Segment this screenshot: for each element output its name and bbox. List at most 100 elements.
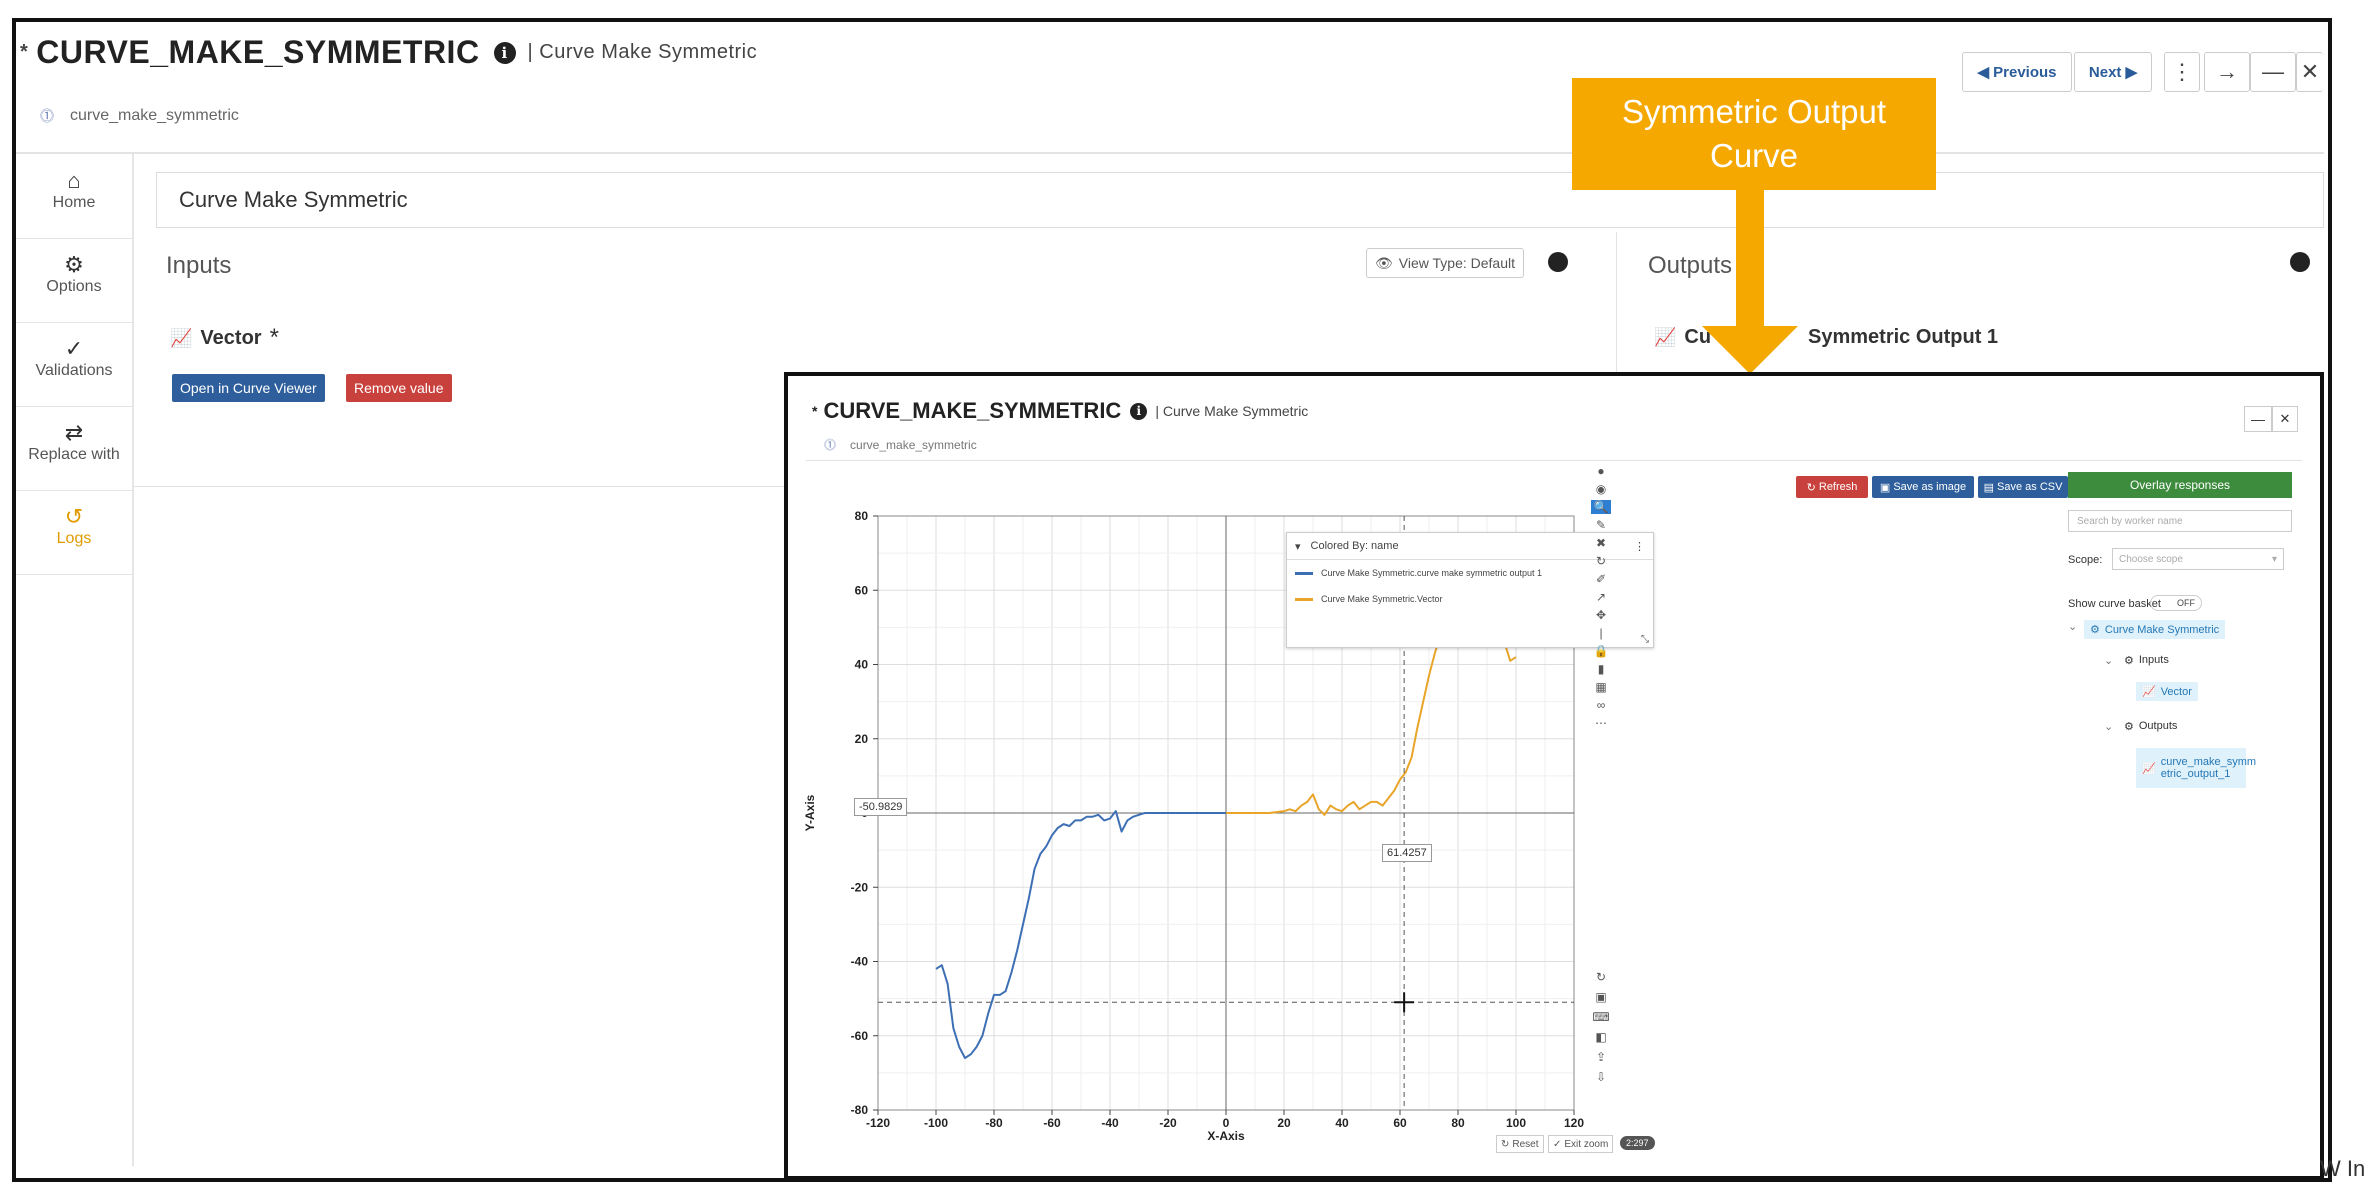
info-icon[interactable]: i	[493, 41, 516, 64]
curve-chart[interactable]: -120 -100 -80 -60 -40 -20 0 20 40 60 80 100 120 -80 -6…	[788, 376, 2088, 1166]
chevron-down-icon[interactable]: ⌄	[2104, 655, 2114, 667]
panel-divider	[1616, 232, 1617, 490]
view-type-label: View Type: Default	[1398, 255, 1515, 271]
rotate-icon[interactable]: ↻	[1595, 970, 1607, 984]
curve-viewer-window: * CURVE_MAKE_SYMMETRIC i | Curve Make Sy…	[784, 372, 2324, 1180]
tree-outputs[interactable]: ⚙ Outputs	[2124, 720, 2177, 733]
move-icon[interactable]: ✥	[1595, 608, 1607, 622]
upload-icon[interactable]: ⇪	[1595, 1050, 1607, 1064]
save-as-csv-button[interactable]: ▤ Save as CSV	[1978, 476, 2068, 498]
pen-icon[interactable]: ✎	[1595, 518, 1607, 532]
chart-legend[interactable]: ▾ Colored By: name ⋮ Curve Make Symmetri…	[1286, 532, 1654, 648]
tree-output-curve[interactable]: 📈 curve_make_symm etric_output_1	[2136, 748, 2256, 788]
chevron-down-icon[interactable]: ⌄	[2104, 721, 2114, 733]
lock-icon[interactable]: 🔒	[1593, 644, 1609, 658]
page-subtitle: | Curve Make Symmetric	[527, 41, 758, 63]
file-icon: ▤	[1983, 481, 1998, 494]
minimize-icon[interactable]: —	[2250, 52, 2296, 92]
tree-outputs-label: Outputs	[2138, 720, 2178, 732]
remove-value-button[interactable]: Remove value	[346, 374, 452, 402]
next-button[interactable]: Next ▶	[2074, 52, 2152, 92]
viewer-close-icon[interactable]: ✕	[2272, 406, 2298, 432]
y-tick-label: -20	[851, 880, 869, 894]
gear-icon: ⚙	[64, 252, 84, 277]
output-play-icon[interactable]	[2290, 252, 2310, 272]
sidebar-item-logs[interactable]: ↺ Logs	[16, 490, 132, 575]
y-tick-label: 60	[855, 583, 869, 597]
reset-button[interactable]: ↻ Reset	[1496, 1135, 1544, 1153]
arrow-icon[interactable]: ↗	[1595, 590, 1607, 604]
rotate-icon[interactable]: ↻	[1595, 554, 1607, 568]
cross-icon[interactable]: ✖	[1595, 536, 1607, 550]
info-icon[interactable]: i	[1130, 402, 1148, 420]
save-csv-label: Save as CSV	[1997, 481, 2063, 493]
tree-vector[interactable]: 📈 Vector	[2136, 682, 2198, 701]
chevron-down-icon: ▾	[2271, 553, 2277, 565]
gear-icon: ⚙	[2124, 655, 2134, 667]
arrow-right-icon[interactable]: →	[2204, 52, 2250, 92]
toggle-state: OFF	[2177, 598, 2195, 608]
save-image-label: Save as image	[1893, 481, 1967, 493]
eye-icon[interactable]: ◉	[1595, 482, 1607, 496]
x-readout: 61.4257	[1382, 844, 1432, 862]
open-in-curve-viewer-button[interactable]: Open in Curve Viewer	[172, 374, 325, 402]
double-check-icon: ✓	[64, 336, 84, 361]
swap-arrows-icon: ⇄	[64, 420, 84, 445]
chart-toolstrip: ● ◉ 🔍 ✎ ✖ ↻ ✐ ↗ ✥ | 🔒 ▮ ▦ ∞ ⋯	[1590, 464, 1612, 730]
worker-search-input[interactable]: Search by worker name	[2068, 510, 2292, 532]
x-tick-label: 40	[1335, 1116, 1349, 1130]
tree-output-line2: etric_output_1	[2160, 768, 2231, 780]
legend-menu-icon[interactable]: ⋮	[1634, 540, 1645, 553]
scope-select[interactable]: Choose scope ▾	[2112, 548, 2284, 570]
y-axis-title: Y-Axis	[803, 794, 817, 831]
curve-basket-toggle[interactable]: OFF	[2150, 595, 2202, 611]
more-icon[interactable]: ⋯	[1595, 716, 1607, 730]
exit-zoom-button[interactable]: ✓ Exit zoom	[1548, 1135, 1614, 1153]
save-icon[interactable]: ▣	[1595, 990, 1607, 1004]
x-tick-label: 60	[1393, 1116, 1407, 1130]
play-icon[interactable]	[1548, 252, 1568, 272]
sidebar: ⌂ Home ⚙ Options ✓ Validations ⇄ Replace…	[16, 154, 134, 1166]
table-icon[interactable]: ▦	[1595, 680, 1607, 694]
download-icon[interactable]: ⇩	[1595, 1070, 1607, 1084]
page-title: * CURVE_MAKE_SYMMETRIC i | Curve Make Sy…	[20, 34, 757, 71]
unsaved-marker: *	[20, 41, 29, 63]
function-name-field[interactable]: Curve Make Symmetric	[156, 172, 2324, 228]
resize-handle-icon[interactable]: ⤡	[1641, 634, 1649, 645]
sidebar-item-options[interactable]: ⚙ Options	[16, 238, 132, 323]
chevron-down-icon[interactable]: ⌄	[2068, 621, 2078, 633]
y-tick-label: -60	[851, 1029, 869, 1043]
tree-inputs[interactable]: ⚙ Inputs	[2124, 654, 2169, 667]
x-tick-label: 120	[1564, 1116, 1584, 1130]
sidebar-item-validations[interactable]: ✓ Validations	[16, 322, 132, 407]
zoom-icon[interactable]: 🔍	[1590, 500, 1612, 514]
bar-chart-icon[interactable]: ▮	[1597, 662, 1605, 676]
view-type-button[interactable]: 👁 View Type: Default	[1366, 248, 1524, 278]
y-readout: -50.9829	[854, 798, 908, 816]
y-tick-label: 20	[855, 732, 869, 746]
sidebar-item-replace-with[interactable]: ⇄ Replace with	[16, 406, 132, 491]
keyboard-icon[interactable]: ⌨	[1592, 1010, 1610, 1024]
caret-down-icon[interactable]: ▾	[1295, 540, 1301, 553]
y-tick-label: 80	[855, 509, 869, 523]
legend-item[interactable]: Curve Make Symmetric.Vector	[1287, 586, 1653, 612]
overlay-responses-button[interactable]: Overlay responses	[2068, 472, 2292, 498]
edit-icon[interactable]: ✐	[1595, 572, 1607, 586]
previous-button[interactable]: ◀ Previous	[1962, 52, 2072, 92]
save-as-image-button[interactable]: ▣ Save as image	[1872, 476, 1974, 498]
refresh-button[interactable]: ↻ Refresh	[1796, 476, 1868, 498]
play-icon[interactable]: ●	[1597, 464, 1605, 478]
gear-icon: ⚙	[2090, 624, 2100, 636]
tree-root[interactable]: ⚙ Curve Make Symmetric	[2084, 620, 2226, 639]
more-options-icon[interactable]: ⋮	[2164, 52, 2200, 92]
tree-root-label: Curve Make Symmetric	[2104, 623, 2220, 636]
sidebar-item-label: Home	[52, 194, 96, 211]
identifier-icon: ⓵	[40, 108, 54, 124]
viewer-minimize-icon[interactable]: —	[2244, 406, 2272, 432]
close-icon[interactable]: ✕	[2296, 52, 2323, 92]
legend-item[interactable]: Curve Make Symmetric.curve make symmetri…	[1287, 560, 1653, 586]
link-icon[interactable]: ∞	[1596, 698, 1606, 712]
output-label-text: Symmetric Output 1	[1808, 326, 1999, 348]
shapes-icon[interactable]: ◧	[1595, 1030, 1607, 1044]
sidebar-item-home[interactable]: ⌂ Home	[16, 154, 132, 239]
